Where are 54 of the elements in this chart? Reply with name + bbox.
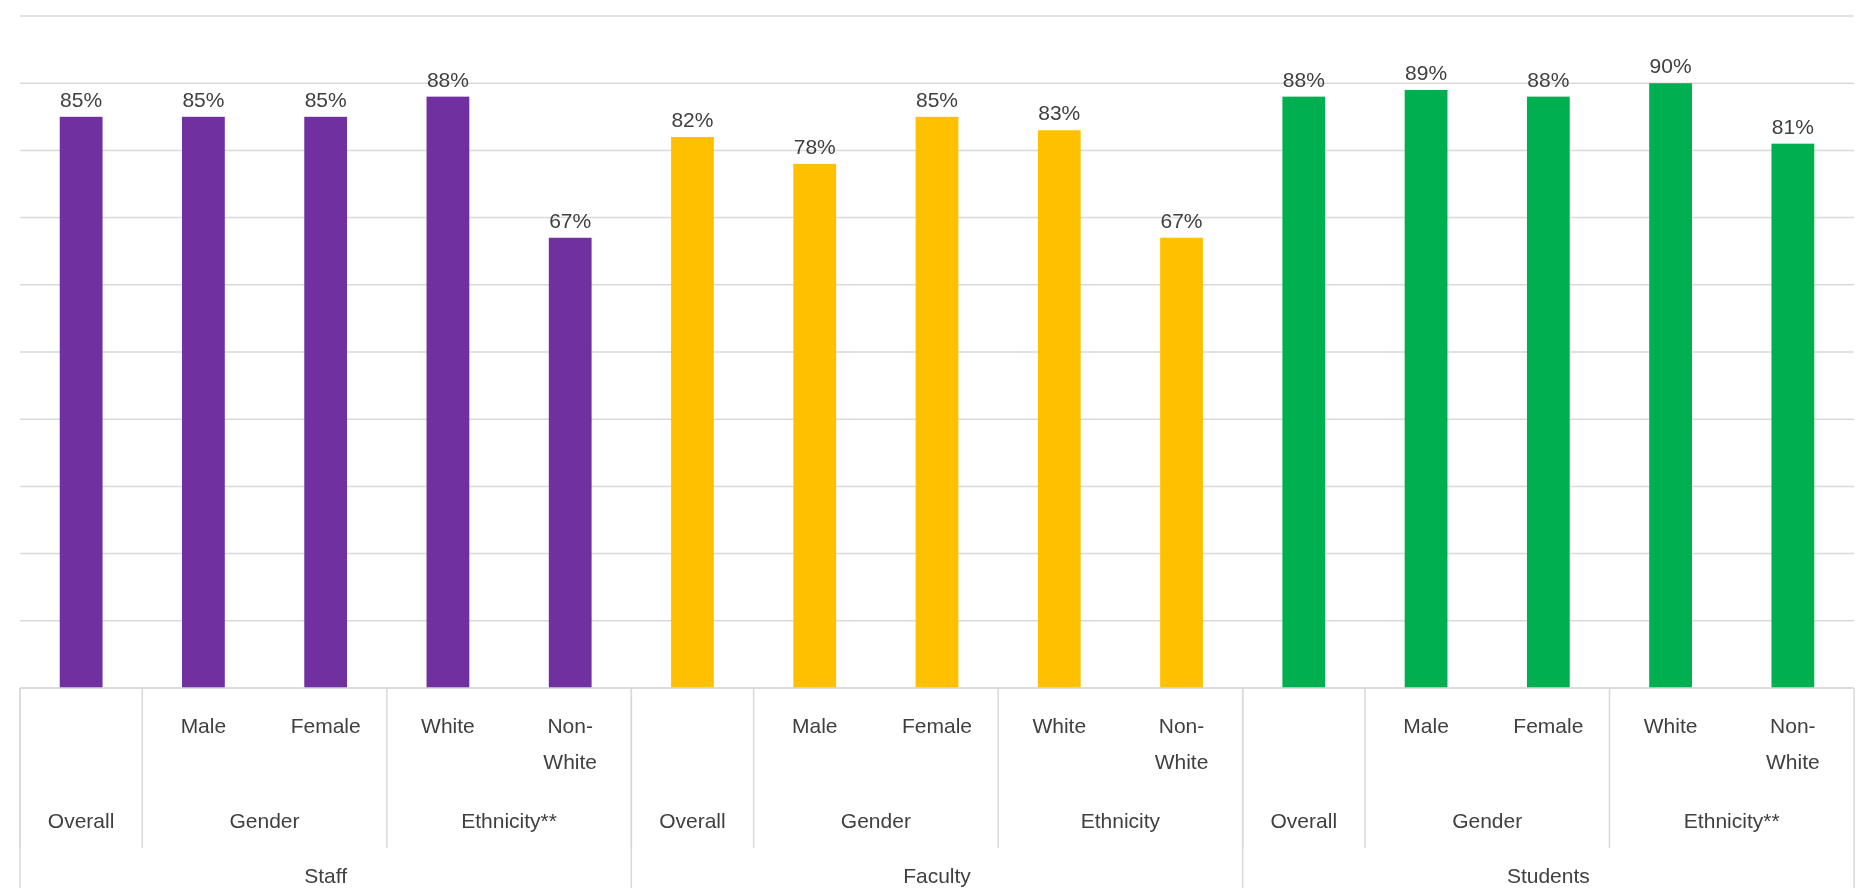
x-tick-label: Non-White xyxy=(543,714,598,773)
text: Gender xyxy=(229,809,300,832)
text: Overall xyxy=(659,809,726,832)
data-label: 67% xyxy=(549,208,592,232)
text: Ethnicity** xyxy=(461,809,557,832)
data-label: 67% xyxy=(1160,208,1203,232)
data-label: 85% xyxy=(60,87,103,111)
bar xyxy=(1526,96,1570,688)
text: Overall xyxy=(1270,809,1338,832)
x-tick-label: White xyxy=(1643,714,1698,737)
text: Gender xyxy=(1452,809,1523,832)
data-label: 88% xyxy=(1282,67,1325,91)
data-label: 88% xyxy=(426,67,469,91)
x-tick-label: Female xyxy=(901,714,973,737)
data-label: 90% xyxy=(1649,54,1692,78)
x-tick-label: Male xyxy=(791,714,838,737)
bar xyxy=(1282,96,1326,688)
text: Ethnicity xyxy=(1080,809,1161,832)
bar xyxy=(915,116,959,688)
text: Gender xyxy=(840,809,911,832)
x-tick-label: Female xyxy=(1513,714,1584,737)
data-label: 82% xyxy=(671,107,714,131)
bar xyxy=(304,116,348,688)
data-label: 83% xyxy=(1038,101,1081,125)
x-tick-label: Female xyxy=(290,714,361,737)
bar xyxy=(671,136,714,688)
bar xyxy=(1771,143,1815,688)
x-tick-label: White xyxy=(1032,714,1087,737)
bar xyxy=(182,116,225,688)
data-label: 85% xyxy=(304,87,347,111)
bar xyxy=(1037,130,1081,688)
text: Students xyxy=(1506,864,1590,887)
x-tick-label: White xyxy=(421,714,475,737)
x-tick-label: Male xyxy=(180,714,227,737)
data-label: 89% xyxy=(1405,60,1448,84)
text: Faculty xyxy=(903,864,972,887)
bar xyxy=(793,163,837,688)
x-tick-label: Non-White xyxy=(1154,714,1209,773)
bar xyxy=(1160,237,1203,688)
data-label: 85% xyxy=(915,87,959,111)
bar xyxy=(548,237,592,688)
bar xyxy=(1404,89,1448,688)
data-label: 78% xyxy=(793,134,836,158)
data-label: 81% xyxy=(1771,114,1814,138)
bar xyxy=(59,116,103,688)
x-tick-label: Non-White xyxy=(1766,714,1820,773)
text: Overall xyxy=(47,809,115,832)
x-tick-label: Male xyxy=(1403,714,1449,737)
bar xyxy=(1649,83,1692,688)
bar xyxy=(426,96,470,688)
text: Staff xyxy=(304,864,348,887)
text: Ethnicity** xyxy=(1683,809,1780,832)
data-label: 88% xyxy=(1527,67,1570,91)
data-label: 85% xyxy=(182,87,225,111)
